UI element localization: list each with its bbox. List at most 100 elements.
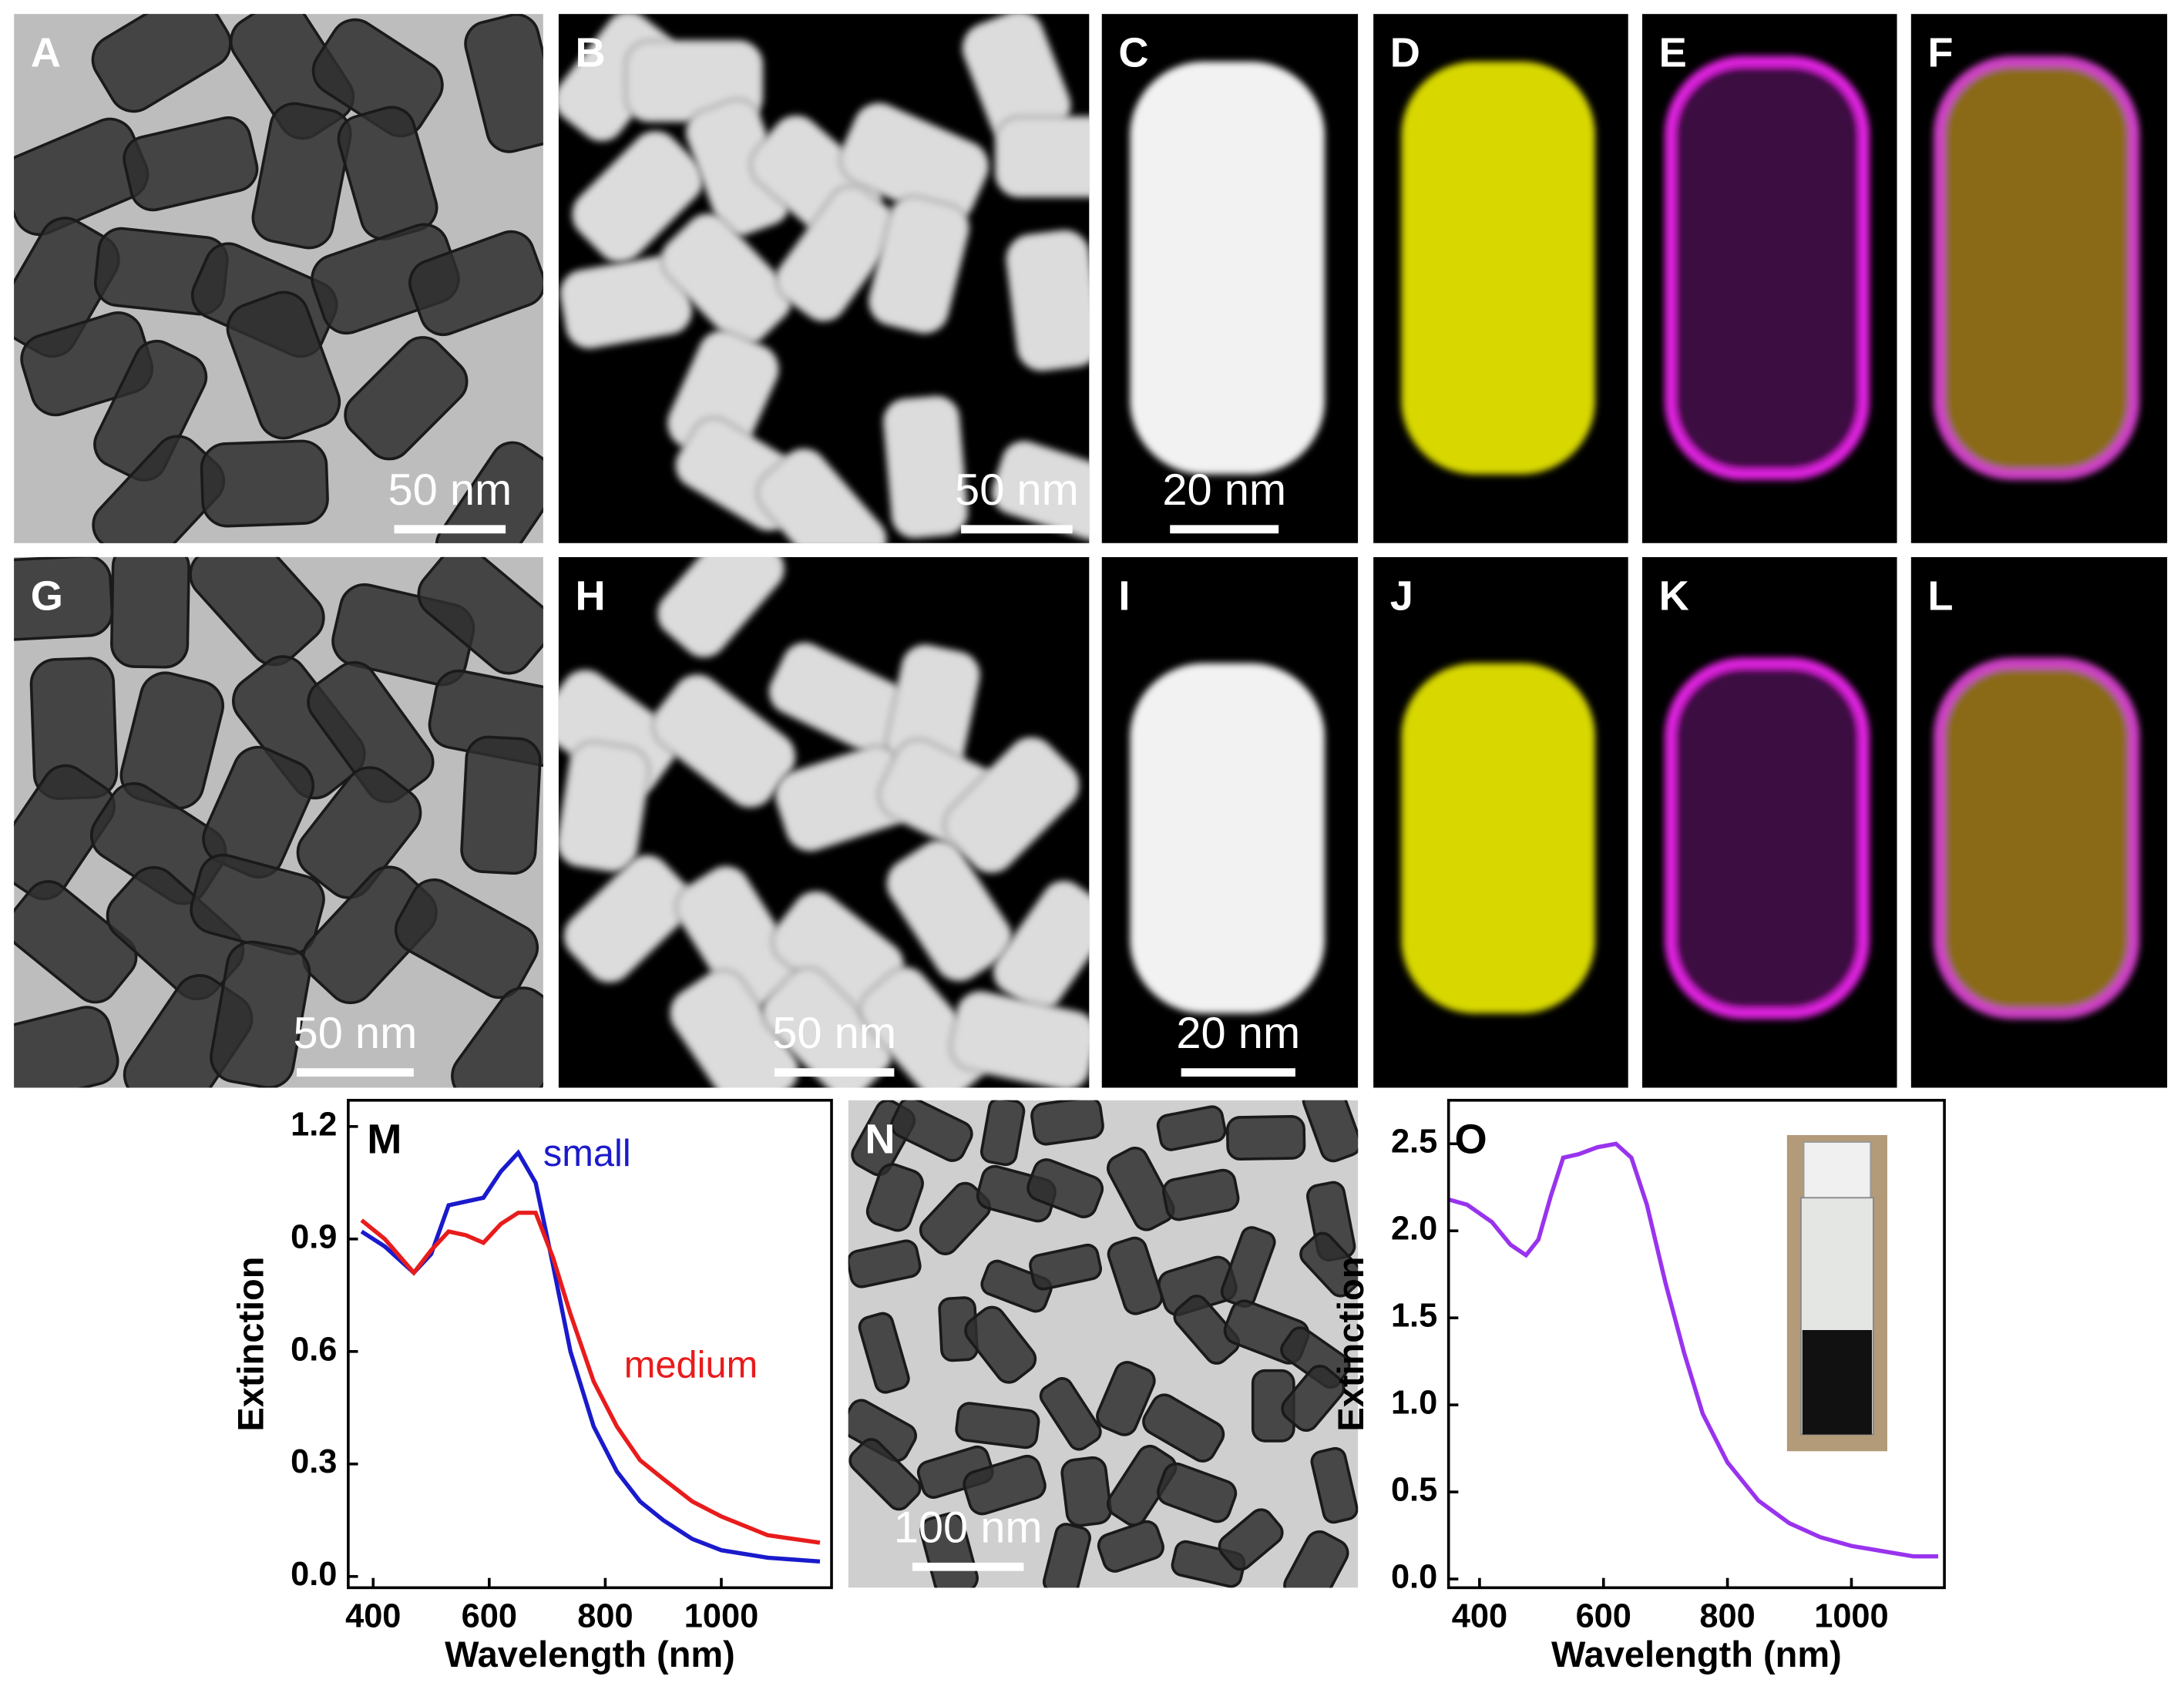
y-tick-label: 0.3 [291, 1443, 337, 1480]
image-panel [1641, 556, 1897, 1088]
y-axis-title: Extinction [1330, 1257, 1371, 1432]
y-tick-label: 0.9 [291, 1218, 337, 1255]
nanorod [226, 291, 341, 440]
data-line [1447, 1141, 1939, 1559]
nanorod [1156, 1462, 1238, 1523]
panel-label: H [575, 573, 605, 619]
x-tick-label: 1000 [684, 1598, 758, 1635]
nanorod [919, 1512, 979, 1588]
image-content [558, 556, 1090, 1088]
nanorod [563, 855, 694, 983]
image-panel [1641, 14, 1897, 543]
scale-bar-label: 20 nm [1176, 1009, 1300, 1058]
nanorod [464, 14, 543, 153]
scale-bar-label: 50 nm [955, 465, 1079, 515]
panel-label: N [865, 1116, 895, 1162]
nanorod [955, 1402, 1040, 1449]
image-panel [14, 556, 543, 1088]
x-tick-label: 800 [1699, 1598, 1755, 1635]
nanorod [1030, 1100, 1104, 1146]
nanorod [417, 556, 543, 675]
nanorod [1310, 1446, 1359, 1524]
nanorod [1299, 1231, 1359, 1298]
nanorod [858, 966, 990, 1088]
image-panel [1910, 14, 2168, 543]
panel-label: O [1455, 1116, 1487, 1162]
scale-bar-label: 50 nm [772, 1009, 896, 1058]
nanorod [774, 185, 900, 322]
image-content [1373, 556, 1628, 1088]
nanorod [1026, 1158, 1104, 1218]
nanorod [210, 940, 311, 1088]
nanorod [761, 966, 894, 1088]
nanorod [1156, 1105, 1227, 1151]
x-tick-label: 400 [1452, 1598, 1507, 1635]
series-label: medium [624, 1345, 758, 1386]
x-tick-label: 1000 [1814, 1598, 1888, 1635]
panel-label: G [31, 573, 63, 619]
nanorod [251, 102, 352, 250]
nanorod [311, 18, 444, 138]
nanorod [1042, 1523, 1091, 1588]
y-tick-label: 1.2 [291, 1106, 337, 1143]
nanorod [1107, 1236, 1164, 1315]
y-tick-label: 2.0 [1391, 1211, 1437, 1248]
image-panel [1373, 14, 1628, 543]
image-panel [558, 556, 1090, 1088]
image-content [1910, 556, 2168, 1088]
nanorod [435, 441, 543, 543]
x-axis-title: Wavelength (nm) [1551, 1634, 1842, 1675]
nanorod [394, 878, 539, 999]
x-tick-label: 400 [345, 1598, 401, 1635]
nanorod [1142, 1393, 1225, 1463]
nanorod [1302, 1100, 1359, 1163]
nanorod [91, 14, 232, 113]
nanorod [1225, 1114, 1306, 1161]
nanorod [123, 116, 259, 212]
y-tick-label: 0.6 [291, 1331, 337, 1368]
nanorod [301, 865, 438, 1005]
vial-liquid [1802, 1330, 1873, 1435]
nanorod [110, 556, 190, 669]
nanorod [848, 1239, 922, 1288]
nanorod [571, 130, 704, 264]
nanorod [949, 990, 1090, 1088]
nanorod [189, 556, 325, 667]
nanorod [890, 1100, 973, 1162]
y-tick-label: 2.5 [1391, 1124, 1437, 1161]
image-panel [1373, 556, 1628, 1088]
panel-label: B [575, 30, 605, 76]
image-content [1641, 14, 1897, 543]
nanorod [460, 735, 542, 875]
image-content [558, 14, 1090, 543]
nanorod [882, 395, 969, 539]
x-tick-label: 600 [462, 1598, 517, 1635]
nanorod [657, 556, 785, 658]
panel-label: M [367, 1116, 402, 1162]
image-panel [1101, 556, 1359, 1088]
scale-bar-label: 100 nm [894, 1503, 1043, 1553]
image-panel [1101, 14, 1359, 543]
scale-bar-label: 50 nm [388, 465, 512, 515]
nanorod [1281, 1364, 1346, 1433]
panel-label: D [1390, 30, 1420, 76]
scale-bar-label: 50 nm [294, 1009, 418, 1058]
data-line [360, 1211, 821, 1545]
image-content [1373, 14, 1628, 543]
nanorod [14, 1006, 119, 1088]
plot-frame [1446, 1098, 1946, 1590]
y-tick-label: 0.0 [1391, 1559, 1437, 1596]
image-content [1101, 14, 1359, 543]
nanorod [994, 116, 1090, 198]
nanorod [408, 230, 543, 337]
image-panel [558, 14, 1090, 543]
nanorod [660, 213, 793, 347]
nanorod [344, 336, 469, 461]
panel-label: I [1118, 573, 1130, 619]
panel-label: J [1390, 573, 1413, 619]
panel-label: K [1659, 573, 1689, 619]
panel-label: C [1118, 30, 1148, 76]
nanorod [1005, 229, 1090, 372]
y-axis-title: Extinction [230, 1257, 270, 1432]
